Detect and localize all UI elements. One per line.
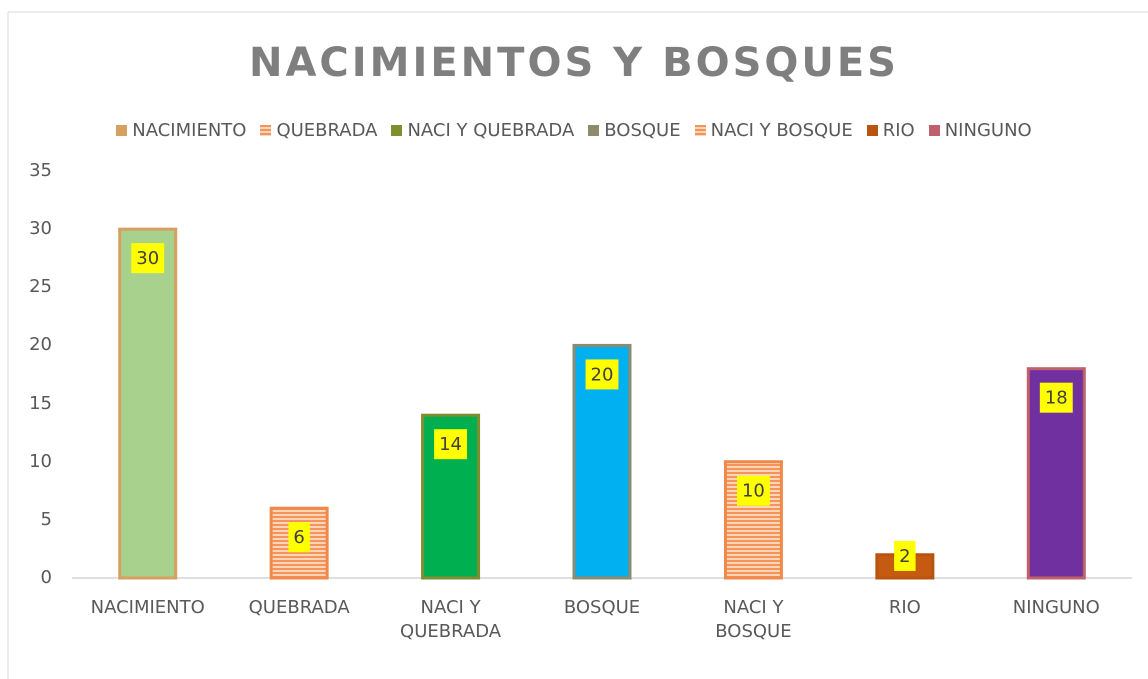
x-tick-label: QUEBRADA bbox=[248, 597, 350, 618]
legend-swatch bbox=[866, 125, 878, 136]
data-label-box bbox=[131, 243, 165, 274]
data-label-text: 10 bbox=[742, 481, 765, 502]
legend-swatch bbox=[260, 125, 272, 136]
data-label: 20 bbox=[585, 359, 619, 390]
legend-label: RIO bbox=[882, 120, 915, 141]
x-tick-label: NINGUNO bbox=[1012, 597, 1100, 618]
y-tick-label: 35 bbox=[29, 160, 52, 181]
data-label: 2 bbox=[894, 541, 916, 571]
legend-label: QUEBRADA bbox=[276, 120, 378, 141]
x-tick-label: NACI Y BOSQUE bbox=[715, 597, 792, 642]
legend-item: NACI Y QUEBRADA bbox=[391, 120, 574, 141]
y-tick-label: 0 bbox=[40, 567, 52, 588]
y-tick-label: 30 bbox=[29, 218, 52, 240]
data-label-text: 20 bbox=[591, 364, 614, 385]
y-tick-label: 25 bbox=[29, 276, 52, 298]
legend-item: RIO bbox=[866, 120, 915, 141]
legend-swatch bbox=[694, 125, 706, 136]
legend-label: BOSQUE bbox=[604, 120, 681, 141]
data-label-text: 14 bbox=[439, 434, 462, 455]
x-tick-label: NACIMIENTO bbox=[90, 597, 205, 618]
bar bbox=[118, 227, 178, 580]
legend-label: NACI Y BOSQUE bbox=[710, 120, 853, 141]
legend-item: QUEBRADA bbox=[260, 120, 377, 141]
data-label: 14 bbox=[434, 429, 468, 460]
data-label-box bbox=[288, 522, 310, 553]
y-tick-label: 20 bbox=[29, 334, 52, 356]
data-label: 18 bbox=[1039, 382, 1073, 413]
x-tick-label: RIO bbox=[888, 597, 921, 618]
legend-item: NINGUNO bbox=[928, 120, 1032, 141]
y-tick-label: 10 bbox=[29, 450, 52, 472]
legend: NACIMIENTO QUEBRADA NACI Y QUEBRADA BOSQUE N… bbox=[0, 120, 1148, 141]
data-label-text: 2 bbox=[899, 546, 910, 567]
data-label-text: 18 bbox=[1045, 388, 1068, 409]
legend-swatch bbox=[928, 125, 940, 136]
legend-item: BOSQUE bbox=[588, 120, 681, 141]
data-label: 6 bbox=[288, 522, 310, 553]
bar bbox=[723, 460, 783, 580]
data-label-text: 6 bbox=[293, 527, 304, 548]
legend-label: NACI Y QUEBRADA bbox=[407, 120, 575, 141]
data-label-box bbox=[585, 359, 619, 390]
legend-item: NACI Y BOSQUE bbox=[694, 120, 853, 141]
legend-label: NACIMIENTO bbox=[132, 120, 247, 141]
legend-item: NACIMIENTO bbox=[116, 120, 246, 141]
legend-label: NINGUNO bbox=[944, 120, 1032, 141]
chart-title: NACIMIENTOS Y BOSQUES bbox=[249, 40, 899, 86]
data-label-text: 30 bbox=[136, 248, 159, 269]
data-label: 30 bbox=[131, 243, 165, 274]
data-label-box bbox=[1039, 382, 1073, 413]
data-label-box bbox=[736, 475, 770, 506]
x-tick-label: BOSQUE bbox=[563, 597, 641, 618]
x-tick-label: NACI Y QUEBRADA bbox=[400, 597, 502, 642]
y-tick-label: 15 bbox=[29, 392, 52, 414]
data-label: 10 bbox=[736, 475, 770, 506]
legend-swatch bbox=[391, 125, 403, 136]
y-tick-label: 5 bbox=[40, 508, 52, 530]
legend-swatch bbox=[588, 125, 600, 136]
legend-swatch bbox=[116, 125, 128, 136]
data-label-box bbox=[434, 429, 468, 460]
bar bbox=[269, 506, 329, 580]
data-label-box bbox=[894, 541, 916, 571]
